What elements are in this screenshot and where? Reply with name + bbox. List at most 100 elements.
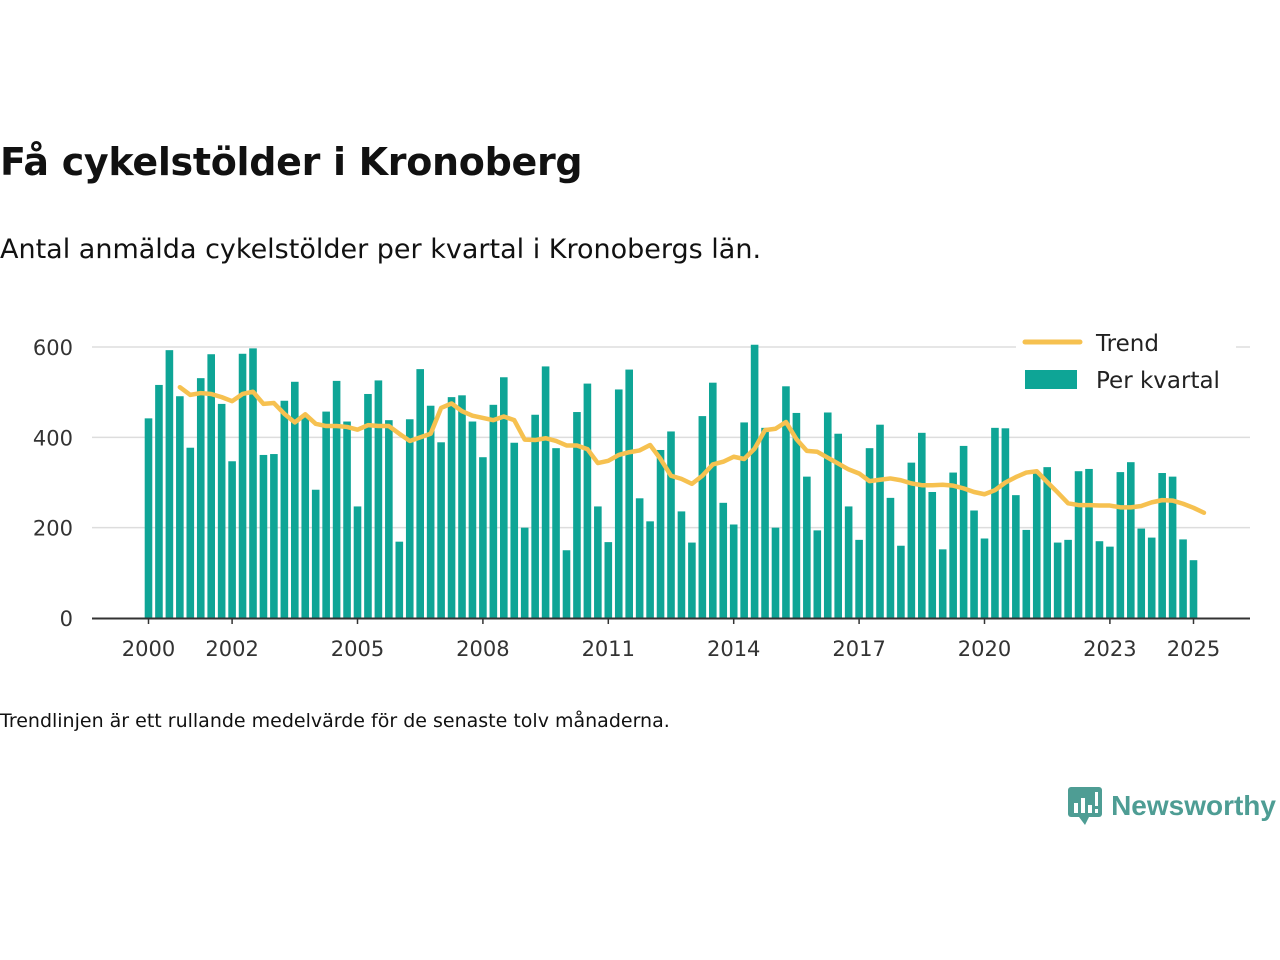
bar	[280, 400, 289, 618]
bar	[500, 377, 508, 618]
bar	[1179, 539, 1187, 618]
bar	[823, 412, 832, 618]
x-tick-label: 2011	[582, 637, 635, 661]
bar	[938, 549, 947, 618]
bar	[322, 411, 330, 618]
trend-line	[177, 384, 1207, 516]
bar	[374, 380, 383, 618]
bar	[656, 449, 665, 618]
bar	[416, 369, 424, 618]
bar	[196, 378, 205, 618]
bar	[959, 445, 968, 618]
brand-logo: Newsworthy	[1067, 786, 1276, 826]
bar	[364, 393, 372, 618]
bar	[583, 383, 592, 618]
y-tick-label: 400	[33, 426, 73, 450]
bar	[468, 421, 477, 618]
bar	[207, 354, 215, 618]
bar	[729, 524, 738, 618]
bar	[311, 489, 320, 618]
footnote: Trendlinjen är ett rullande medelvärde f…	[0, 710, 670, 732]
bar	[343, 421, 351, 618]
bar	[405, 419, 414, 618]
y-axis: 0 200 400 600	[33, 336, 73, 631]
bar	[458, 395, 466, 618]
bar	[594, 506, 602, 618]
bar	[803, 476, 811, 618]
bar	[1116, 472, 1125, 618]
bar	[155, 384, 163, 618]
bar	[750, 344, 759, 618]
bar	[1064, 539, 1072, 618]
bar	[698, 416, 707, 618]
bar	[1012, 495, 1020, 618]
bar	[228, 461, 236, 618]
bar	[510, 442, 519, 618]
bar	[291, 381, 299, 618]
bar	[144, 418, 153, 618]
legend-bars-swatch	[1025, 370, 1077, 389]
bar	[907, 462, 916, 618]
bar	[1168, 476, 1177, 618]
x-tick-label: 2025	[1167, 637, 1220, 661]
x-tick-label: 2000	[122, 637, 175, 661]
bar	[886, 497, 895, 618]
bar	[165, 350, 174, 618]
x-tick-label: 2017	[832, 637, 885, 661]
bar	[437, 442, 445, 618]
bar	[385, 420, 393, 618]
newsworthy-logo-icon	[1068, 787, 1103, 825]
bar	[928, 491, 937, 619]
bar	[688, 542, 696, 618]
bar	[395, 541, 404, 618]
bar	[353, 506, 362, 618]
bar	[1189, 560, 1198, 618]
bar	[186, 447, 195, 618]
bars-per-kvartal	[144, 344, 1198, 619]
x-tick-label: 2014	[707, 637, 760, 661]
bar	[740, 422, 748, 618]
bar	[1147, 537, 1156, 618]
bar	[865, 448, 874, 618]
bar	[573, 412, 581, 618]
bar	[719, 502, 728, 618]
bar	[562, 550, 571, 618]
bar	[1043, 467, 1051, 618]
bar	[761, 427, 769, 618]
chart-title: Få cykelstölder i Kronoberg	[0, 140, 583, 184]
bar	[249, 348, 257, 618]
bar	[782, 386, 790, 618]
bar	[834, 433, 842, 618]
bar	[520, 527, 529, 618]
bar	[1001, 428, 1010, 618]
bar	[332, 380, 341, 619]
trend-line-group	[177, 384, 1207, 516]
chart-subtitle: Antal anmälda cykelstölder per kvartal i…	[0, 234, 762, 265]
bar	[1106, 546, 1114, 618]
bar	[970, 510, 978, 618]
x-tick-label: 2008	[456, 637, 509, 661]
bar	[792, 412, 801, 618]
x-tick-label: 2023	[1083, 637, 1136, 661]
y-tick-label: 0	[60, 607, 73, 631]
bar	[855, 539, 863, 618]
bar	[1022, 529, 1031, 619]
x-axis: 2000 2002 2005 2008 2011 2014 2017 2020 2023 2025	[92, 617, 1250, 661]
bar	[238, 353, 247, 618]
bar	[176, 396, 184, 618]
bar	[447, 397, 456, 618]
x-tick-label: 2005	[331, 637, 384, 661]
bar	[1095, 541, 1104, 618]
bar	[709, 382, 717, 618]
bar	[1053, 542, 1062, 618]
bar	[604, 542, 613, 618]
legend-bars-label: Per kvartal	[1096, 368, 1220, 394]
bar	[646, 521, 654, 618]
bar	[426, 405, 435, 618]
bar	[259, 454, 268, 618]
brand-name: Newsworthy	[1111, 790, 1276, 821]
bar	[667, 431, 675, 618]
bar	[771, 527, 780, 618]
bar	[677, 511, 686, 618]
